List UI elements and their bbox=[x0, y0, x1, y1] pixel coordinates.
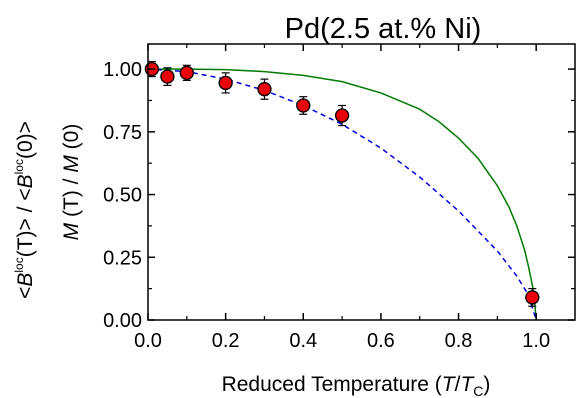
x-tick-label: 0.8 bbox=[445, 330, 473, 352]
x-tick-label: 0.0 bbox=[134, 330, 162, 352]
x-tick-label: 1.0 bbox=[522, 330, 550, 352]
y-axis-label-inner: M (T) / M (0) bbox=[60, 124, 83, 241]
plot-frame bbox=[147, 43, 576, 321]
data-point bbox=[334, 108, 350, 123]
data-point bbox=[257, 82, 272, 97]
y-tick-label: 0.50 bbox=[103, 185, 142, 207]
data-point bbox=[525, 290, 540, 305]
x-tick-label: 0.4 bbox=[289, 330, 317, 352]
x-tick-label: 0.2 bbox=[212, 330, 240, 352]
data-point bbox=[218, 75, 233, 91]
data-points bbox=[144, 60, 540, 307]
y-tick-label: 0.00 bbox=[103, 310, 142, 332]
x-ticks: 0.0 0.2 0.4 0.6 0.8 1.0 bbox=[134, 44, 550, 352]
x-axis-label: Reduced Temperature (T/TC) bbox=[222, 373, 491, 398]
solid-green-curve bbox=[148, 68, 537, 321]
x-tick-label: 0.6 bbox=[367, 330, 395, 352]
y-axis-label-left: <Bloc(T)> / <Bloc(0)> bbox=[12, 121, 37, 299]
curves bbox=[147, 68, 537, 321]
data-point bbox=[296, 98, 311, 113]
chart-title: Pd(2.5 at.% Ni) bbox=[285, 13, 482, 45]
data-point bbox=[179, 65, 194, 81]
dashed-blue-curve bbox=[147, 68, 537, 321]
axes-frame bbox=[147, 43, 576, 321]
y-ticks: 0.00 0.25 0.50 0.75 1.00 bbox=[103, 59, 575, 332]
y-tick-label: 0.25 bbox=[103, 247, 142, 269]
y-tick-label: 0.75 bbox=[103, 122, 142, 144]
data-point bbox=[160, 69, 175, 84]
y-tick-label: 1.00 bbox=[103, 59, 142, 81]
